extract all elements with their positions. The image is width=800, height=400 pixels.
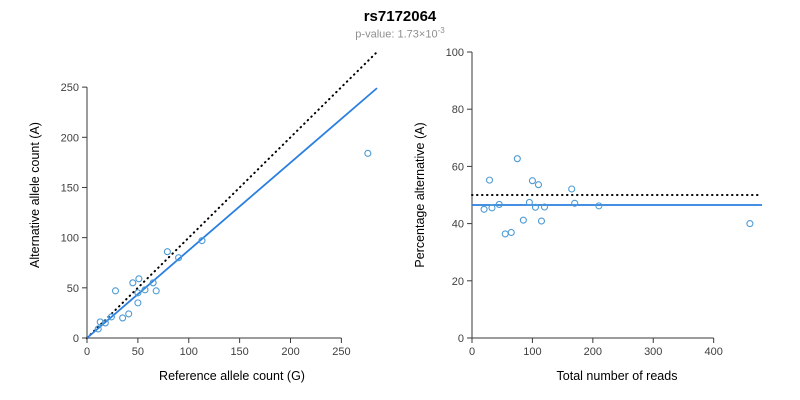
y-axis: 0 50 100 150 200 250 xyxy=(61,82,88,345)
data-point xyxy=(175,254,183,262)
x-tick-label: 100 xyxy=(180,346,198,358)
data-point xyxy=(125,310,133,318)
y-tick-label: 50 xyxy=(67,283,79,295)
data-point xyxy=(507,228,515,237)
y-tick-label: 100 xyxy=(446,47,464,59)
data-point xyxy=(135,275,143,283)
x-tick-label: 150 xyxy=(230,346,248,358)
allele-count-scatter-plot: 0 50 100 150 200 250 Reference allele count (G… xyxy=(28,51,378,383)
x-tick-label: 0 xyxy=(469,346,475,358)
x-tick-label: 400 xyxy=(704,346,722,358)
data-point xyxy=(746,220,754,228)
data-point xyxy=(519,216,527,224)
y-axis-title: Percentage alternative (A) xyxy=(413,122,427,267)
data-point xyxy=(94,325,102,333)
data-point xyxy=(141,286,149,294)
data-point xyxy=(480,205,488,213)
data-point xyxy=(96,318,104,326)
data-point xyxy=(540,203,549,211)
data-point xyxy=(134,299,142,307)
pvalue-base: p-value: 1.73×10 xyxy=(355,28,438,41)
data-point xyxy=(119,314,127,322)
pvalue-subtitle: p-value: 1.73×10-3 xyxy=(0,26,800,41)
data-point xyxy=(525,198,533,206)
data-point xyxy=(198,237,206,245)
data-point xyxy=(513,155,521,163)
data-point xyxy=(495,200,503,208)
y-tick-label: 100 xyxy=(61,233,79,245)
y-axis: 0 20 40 60 80 100 xyxy=(446,47,473,345)
x-axis-title: Reference allele count (G) xyxy=(159,369,305,383)
data-point xyxy=(485,176,494,184)
data-point xyxy=(488,204,496,212)
y-tick-label: 60 xyxy=(452,161,464,173)
data-point xyxy=(163,248,171,256)
data-point xyxy=(134,289,142,297)
y-tick-label: 200 xyxy=(61,132,79,144)
data-point xyxy=(152,287,160,295)
x-tick-label: 250 xyxy=(332,346,350,358)
y-tick-label: 0 xyxy=(458,333,464,345)
identity-line xyxy=(86,51,378,339)
data-point xyxy=(534,181,543,189)
data-point xyxy=(528,177,536,185)
data-points xyxy=(480,155,754,238)
y-tick-label: 20 xyxy=(452,276,464,288)
y-axis-title: Alternative allele count (A) xyxy=(28,122,42,268)
x-axis: 0 100 200 300 400 xyxy=(469,337,723,358)
data-point xyxy=(101,319,109,327)
x-tick-label: 200 xyxy=(584,346,602,358)
data-point xyxy=(149,279,157,287)
y-tick-label: 0 xyxy=(73,333,79,345)
data-point xyxy=(111,287,120,295)
data-point xyxy=(537,217,546,225)
data-point xyxy=(571,199,579,207)
data-point xyxy=(501,230,509,238)
data-point xyxy=(595,202,603,210)
x-tick-label: 100 xyxy=(523,346,541,358)
data-point xyxy=(107,313,115,321)
x-tick-label: 0 xyxy=(84,346,90,358)
pvalue-exponent: -3 xyxy=(437,26,445,35)
x-tick-label: 200 xyxy=(281,346,299,358)
data-points xyxy=(94,149,372,333)
data-point xyxy=(129,279,137,287)
y-tick-label: 250 xyxy=(61,82,79,94)
regression-line xyxy=(86,87,378,339)
y-tick-label: 150 xyxy=(61,182,79,194)
page-title: rs7172064 xyxy=(363,8,437,25)
x-axis: 0 50 100 150 200 250 xyxy=(84,337,351,358)
data-point xyxy=(568,185,576,193)
data-point xyxy=(531,203,539,211)
percentage-alternative-scatter-plot: 0 100 200 300 400 Total number of reads 0 20 40 6… xyxy=(413,47,763,383)
y-tick-label: 80 xyxy=(452,104,464,116)
x-axis-title: Total number of reads xyxy=(557,369,678,383)
y-tick-label: 40 xyxy=(452,219,464,231)
data-point xyxy=(364,149,372,157)
x-tick-label: 50 xyxy=(132,346,144,358)
x-tick-label: 300 xyxy=(644,346,662,358)
